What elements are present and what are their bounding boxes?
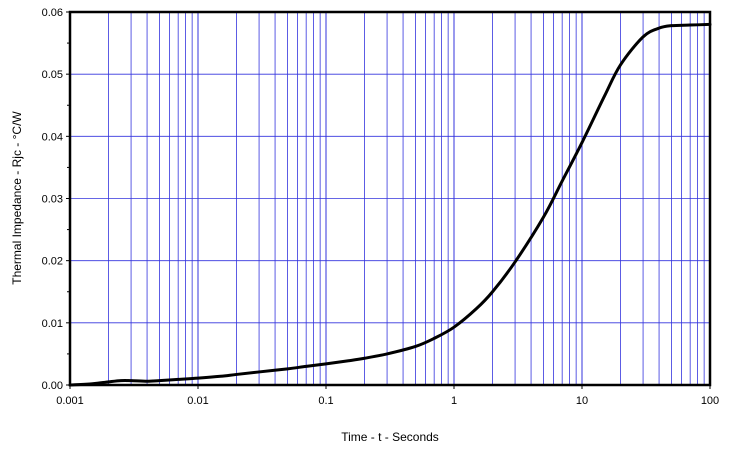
y-tick-label: 0.00: [42, 380, 63, 392]
y-tick-label: 0.04: [42, 131, 63, 143]
series-layer: [68, 22, 712, 387]
y-tick-label: 0.01: [42, 318, 63, 330]
x-tick-label: 1: [451, 395, 457, 407]
series-line: [68, 22, 712, 387]
x-tick-label: 0.001: [56, 395, 84, 407]
x-tick-label: 100: [701, 395, 719, 407]
y-tick-label: 0.02: [42, 256, 63, 268]
grid-lines: [69, 11, 711, 386]
tick-labels: 0.001 0.01 0.1 1 10 100 0.00 0.01 0.02 0.03 0.04 0.…: [42, 7, 720, 407]
x-tick-label: 0.01: [187, 395, 208, 407]
x-axis-label: Time - t - Seconds: [341, 430, 439, 444]
y-tick-label: 0.05: [42, 69, 63, 81]
y-tick-label: 0.06: [42, 7, 63, 19]
y-tick-label: 0.03: [42, 194, 63, 206]
x-tick-label: 0.1: [318, 395, 333, 407]
x-tick-label: 10: [576, 395, 588, 407]
y-axis-label: Thermal Impedance - Rjc - °C/W: [10, 111, 24, 285]
plot-frame: [68, 10, 712, 387]
